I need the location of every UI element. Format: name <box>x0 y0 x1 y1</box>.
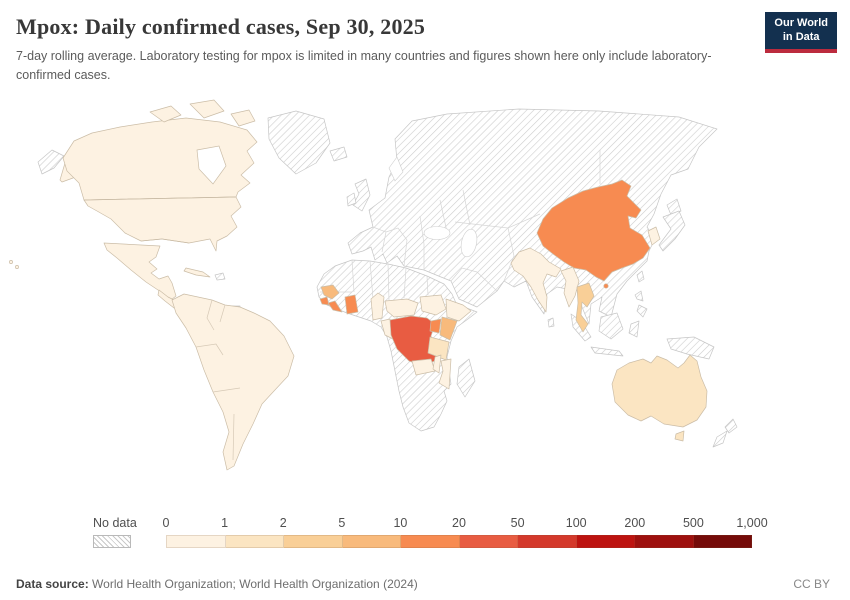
country-mexico[interactable] <box>103 242 177 301</box>
chart-subtitle: 7-day rolling average. Laboratory testin… <box>16 49 712 82</box>
region-japan-north[interactable] <box>666 198 682 216</box>
legend-no-data[interactable]: No data <box>93 516 137 548</box>
country-arctic-islands[interactable] <box>149 99 256 127</box>
legend-bin[interactable] <box>693 535 752 548</box>
legend-tick-label: 500 <box>682 516 704 530</box>
country-thailand[interactable] <box>575 282 595 333</box>
legend-bin[interactable] <box>518 535 577 548</box>
legend-tick-label: 10 <box>393 516 408 530</box>
legend-bin[interactable] <box>225 535 284 548</box>
black-sea <box>423 226 451 240</box>
region-sri-lanka[interactable] <box>547 317 555 328</box>
country-myanmar[interactable] <box>560 266 580 308</box>
legend-bar-area: 0 1 2 5 10 20 50 100 200 500 1,000 <box>162 516 768 548</box>
header: Mpox: Daily confirmed cases, Sep 30, 202… <box>16 14 756 85</box>
border-lines-europe <box>372 189 471 270</box>
data-source-value: World Health Organization; World Health … <box>88 577 418 591</box>
legend-tick-label: 20 <box>452 516 466 530</box>
region-sulawesi[interactable] <box>628 320 640 338</box>
legend-bar <box>166 535 752 548</box>
country-south-america[interactable] <box>171 293 295 471</box>
data-source-label: Data source: <box>16 577 89 591</box>
country-ghana[interactable] <box>344 294 359 315</box>
country-malawi[interactable] <box>432 354 442 374</box>
country-cameroon[interactable] <box>370 292 385 321</box>
owid-logo-line2: in Data <box>782 30 820 43</box>
region-philippines-north[interactable] <box>634 290 644 302</box>
region-united-kingdom[interactable] <box>352 178 371 212</box>
legend-tick-label: 2 <box>279 516 287 530</box>
country-south-sudan[interactable] <box>419 294 447 316</box>
country-canada[interactable] <box>62 117 258 201</box>
country-hawaii-2[interactable] <box>15 265 19 269</box>
legend-tick-label: 100 <box>565 516 587 530</box>
country-zambia[interactable] <box>411 358 436 376</box>
legend-bin[interactable] <box>166 535 226 548</box>
country-south-korea[interactable] <box>647 226 661 246</box>
legend-bin[interactable] <box>284 535 343 548</box>
legend-bin[interactable] <box>401 535 460 548</box>
country-hawaii[interactable] <box>9 260 13 264</box>
legend-bin[interactable] <box>576 535 635 548</box>
chart-title: Mpox: Daily confirmed cases, Sep 30, 202… <box>16 14 426 39</box>
caspian-sea <box>460 228 478 258</box>
region-ireland[interactable] <box>346 192 357 207</box>
legend-ticks: 0 1 2 5 10 20 50 100 200 500 1,000 <box>162 516 768 533</box>
legend-tick-label: 0 <box>162 516 170 530</box>
legend-tick-label: 200 <box>624 516 646 530</box>
region-new-zealand-north[interactable] <box>724 418 738 434</box>
owid-logo[interactable]: Our World in Data <box>765 12 837 53</box>
country-hong-kong[interactable] <box>603 283 609 289</box>
region-new-zealand-south[interactable] <box>712 430 728 448</box>
border-lines-asia <box>450 150 601 292</box>
legend-bin[interactable] <box>342 535 401 548</box>
country-ethiopia[interactable] <box>445 298 472 322</box>
region-eurasia[interactable] <box>347 108 718 325</box>
region-new-guinea[interactable] <box>666 336 715 360</box>
region-java[interactable] <box>590 346 624 357</box>
baltic-sea <box>388 156 404 182</box>
legend-tick-label: 50 <box>510 516 525 530</box>
border-us-canada <box>83 196 237 244</box>
region-hispaniola[interactable] <box>214 272 226 281</box>
footer: Data source: World Health Organization; … <box>0 577 850 591</box>
choropleth-svg <box>9 99 738 471</box>
border-lines-africa <box>320 259 429 301</box>
country-tasmania[interactable] <box>674 430 685 442</box>
country-cuba[interactable] <box>183 267 211 278</box>
region-taiwan[interactable] <box>636 270 645 283</box>
legend-tick-label: 1,000 <box>736 516 768 530</box>
country-mozambique[interactable] <box>438 358 452 390</box>
region-borneo[interactable] <box>598 312 624 340</box>
legend-bin[interactable] <box>635 535 694 548</box>
country-central-african-republic[interactable] <box>384 298 419 318</box>
owid-logo-line1: Our World <box>774 17 828 29</box>
legend-tick-label: 1 <box>221 516 229 530</box>
border-lines-south-america <box>195 299 241 461</box>
region-greenland[interactable] <box>267 110 331 175</box>
country-china[interactable] <box>536 179 651 282</box>
world-map <box>0 98 850 510</box>
country-australia[interactable] <box>611 354 708 428</box>
license-badge[interactable]: CC BY <box>793 577 830 591</box>
legend-bin[interactable] <box>459 535 518 548</box>
data-source: Data source: World Health Organization; … <box>16 577 418 591</box>
region-madagascar[interactable] <box>456 358 476 398</box>
no-data-swatch[interactable] <box>93 535 131 548</box>
region-philippines-south[interactable] <box>636 304 648 318</box>
country-guinea[interactable] <box>320 284 340 300</box>
country-liberia[interactable] <box>327 300 343 313</box>
country-india[interactable] <box>510 247 562 313</box>
region-iceland[interactable] <box>329 146 348 162</box>
hudson-bay <box>196 145 227 185</box>
country-kenya[interactable] <box>439 316 458 341</box>
country-united-states[interactable] <box>83 196 242 252</box>
country-uganda[interactable] <box>429 318 442 334</box>
no-data-label: No data <box>93 516 137 530</box>
legend-tick-label: 5 <box>338 516 346 530</box>
region-japan-main[interactable] <box>658 210 686 252</box>
region-chukotka[interactable] <box>37 149 65 175</box>
